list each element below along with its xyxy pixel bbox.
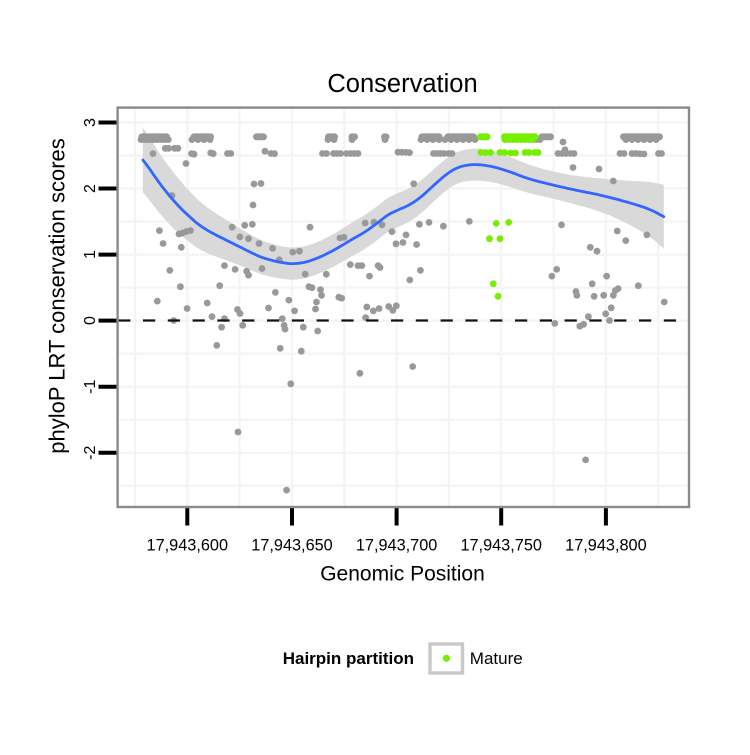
svg-text:17,943,750: 17,943,750 [460, 537, 542, 555]
svg-text:17,943,700: 17,943,700 [356, 537, 438, 555]
svg-text:Hairpin partition: Hairpin partition [283, 649, 414, 668]
svg-text:Genomic Position: Genomic Position [320, 563, 485, 586]
svg-text:1: 1 [82, 250, 99, 259]
svg-text:Mature: Mature [470, 649, 523, 668]
svg-text:Conservation: Conservation [327, 70, 477, 98]
svg-text:17,943,650: 17,943,650 [251, 537, 333, 555]
svg-text:phyloP LRT conservation scores: phyloP LRT conservation scores [45, 138, 70, 454]
svg-text:17,943,600: 17,943,600 [147, 537, 229, 555]
svg-text:0: 0 [82, 316, 99, 325]
svg-text:-2: -2 [82, 445, 99, 459]
svg-text:-1: -1 [82, 379, 99, 393]
svg-text:3: 3 [82, 118, 99, 127]
svg-text:17,943,800: 17,943,800 [565, 537, 647, 555]
svg-text:2: 2 [82, 184, 99, 193]
